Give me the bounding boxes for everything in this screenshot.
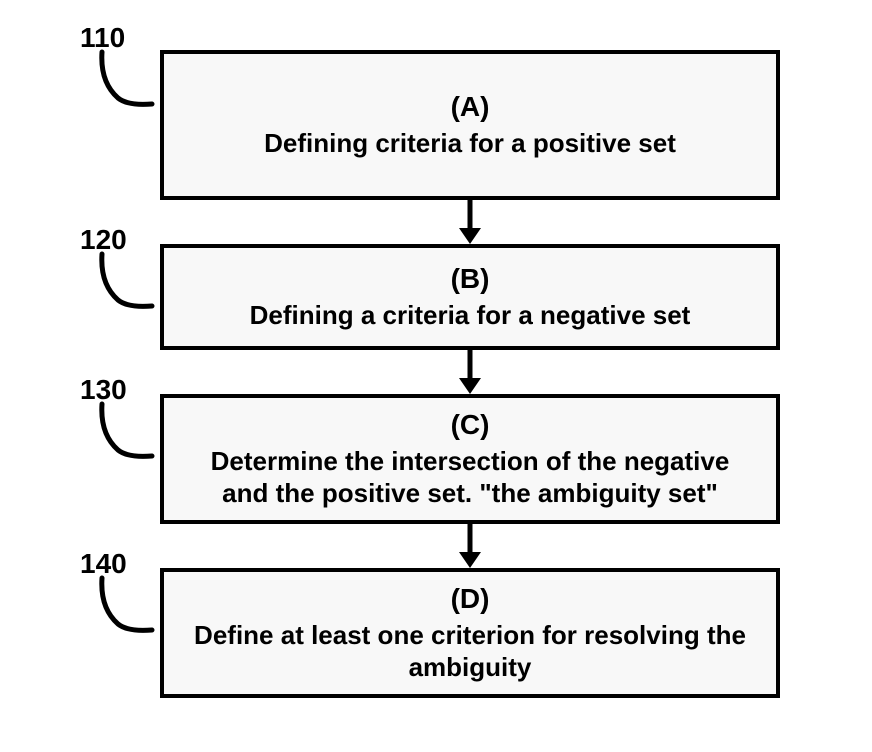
flowchart-step: 140 (D)Define at least one criterion for… [100,568,800,698]
step-text: Determine the intersection of the negati… [184,445,756,510]
step-text: Defining a criteria for a negative set [250,299,691,332]
ref-curve [94,574,164,634]
flowchart-box: (C) Determine the intersection of the neg… [160,394,780,524]
step-letter: (C) [451,409,490,441]
step-letter: (D) [451,583,490,615]
step-text: Defining criteria for a positive set [264,127,676,160]
flowchart-arrow [160,200,780,244]
flowchart-box: (D) Define at least one criterion for res… [160,568,780,698]
ref-curve [94,250,164,310]
arrow-down-icon [450,350,490,394]
arrow-down-icon [450,200,490,244]
step-text: Define at least one criterion for resolv… [184,619,756,684]
flowchart-container: 110 (A)Defining criteria for a positive … [100,50,800,698]
step-letter: (A) [451,91,490,123]
flowchart-step: 130 (C)Determine the intersection of the… [100,394,800,524]
flowchart-box: (A) Defining criteria for a positive set [160,50,780,200]
flowchart-arrow [160,524,780,568]
arrow-down-icon [450,524,490,568]
ref-curve [94,400,164,460]
flowchart-step: 110 (A)Defining criteria for a positive … [100,50,800,200]
flowchart-step: 120 (B)Defining a criteria for a negativ… [100,244,800,350]
step-letter: (B) [451,263,490,295]
flowchart-box: (B) Defining a criteria for a negative se… [160,244,780,350]
ref-curve [94,48,164,108]
flowchart-arrow [160,350,780,394]
